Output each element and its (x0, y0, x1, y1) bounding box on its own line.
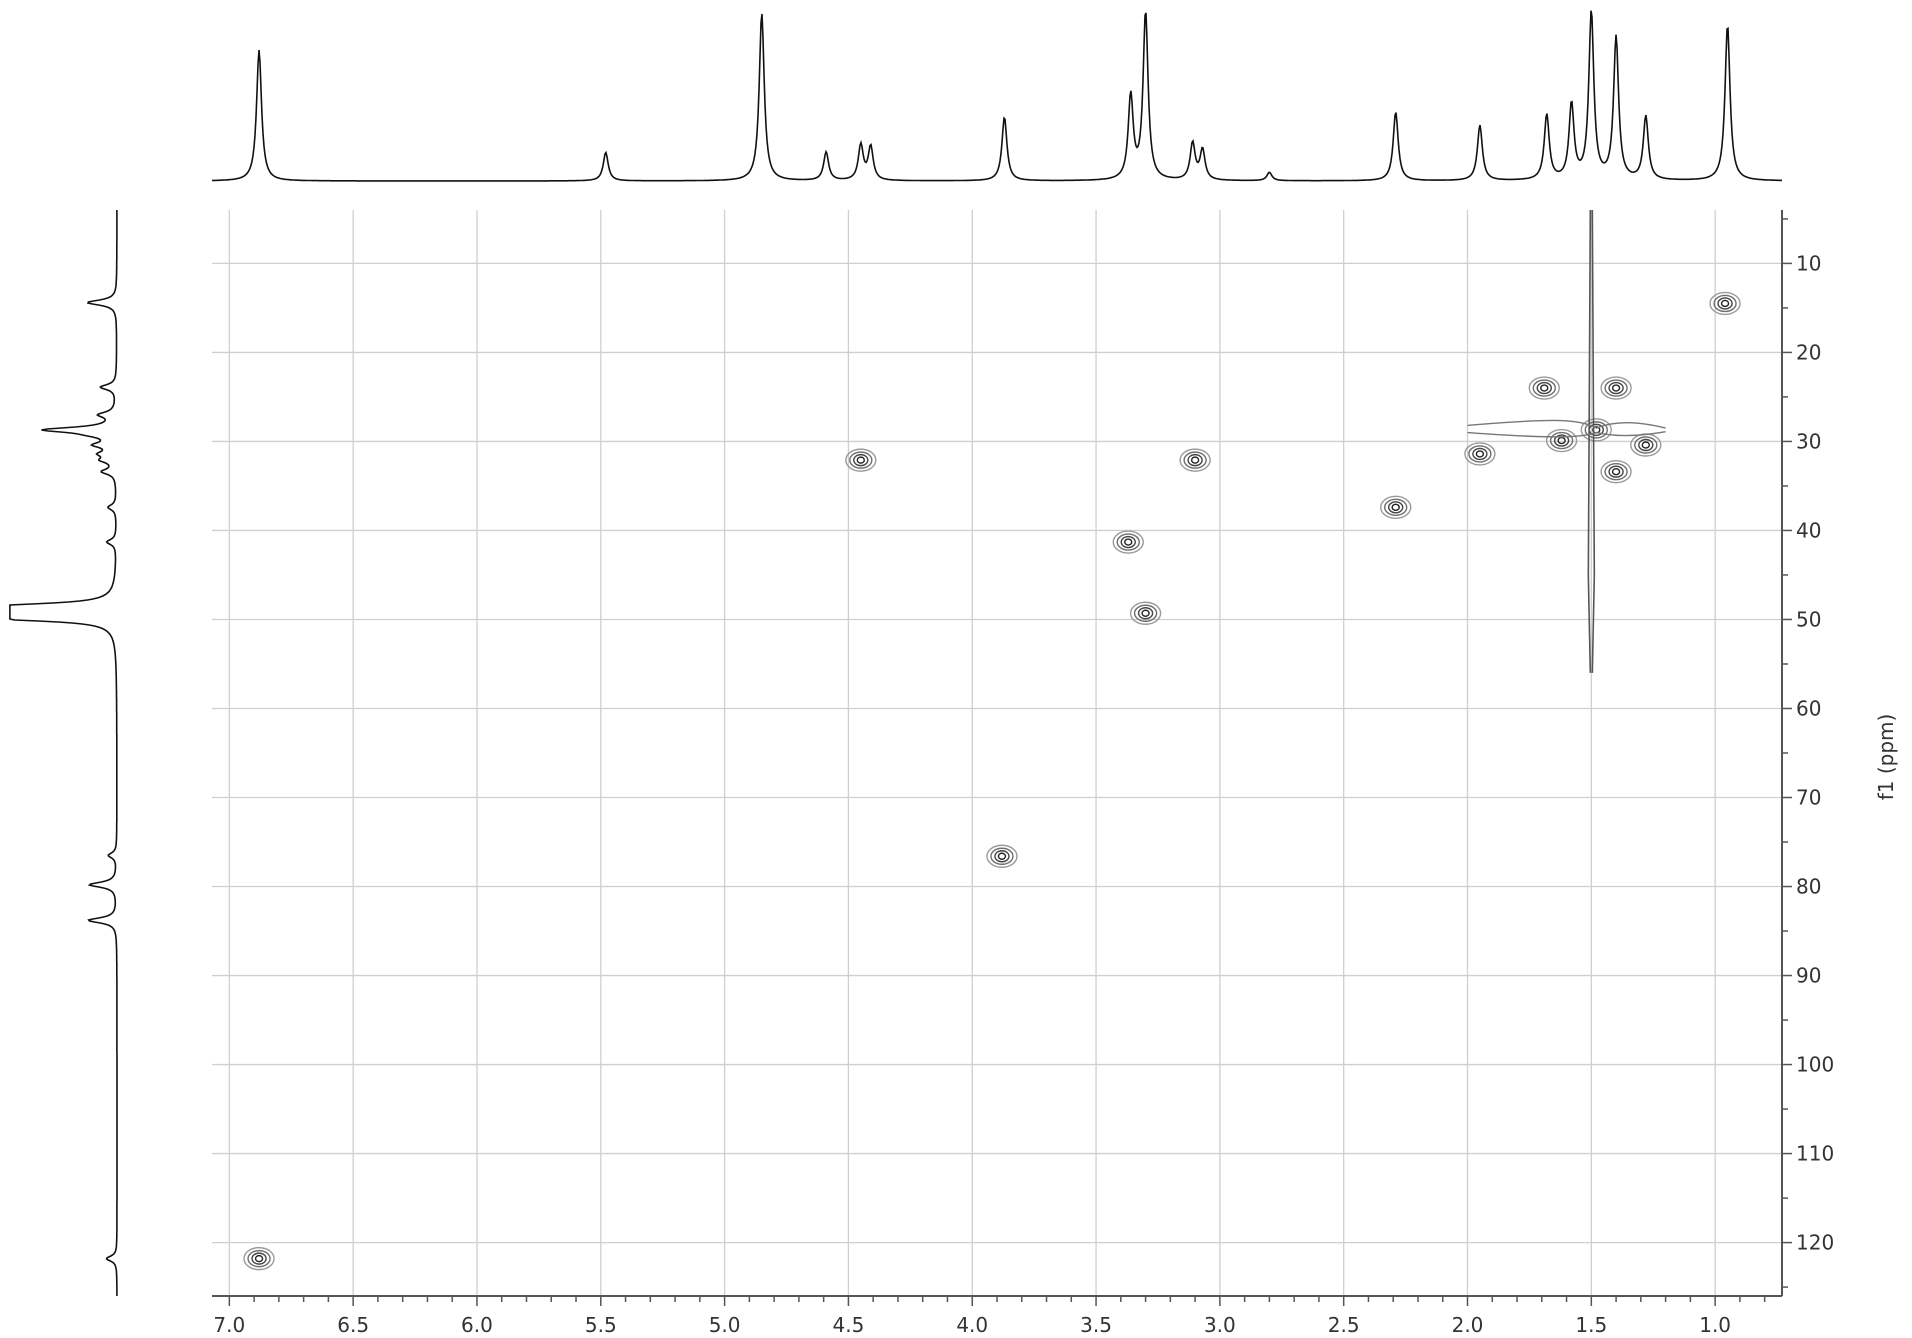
proton-projection-spectrum (211, 10, 1782, 182)
y-axis-title: f1 (ppm) (1874, 714, 1898, 801)
grid-lines (212, 210, 1782, 1296)
x-tick-label: 1.5 (1575, 1313, 1607, 1337)
cross-peak (1379, 495, 1412, 520)
proton-trace (211, 10, 1782, 182)
cross-peak (1528, 376, 1560, 400)
y-axis-ticks: 10 20 30 40 50 60 70 80 90 100 110 120 (1782, 218, 1834, 1288)
y-tick-label: 10 (1796, 251, 1821, 275)
solvent-ridge-vertical (1587, 209, 1596, 673)
y-tick-label: 50 (1796, 607, 1821, 631)
x-tick-label: 3.0 (1204, 1313, 1236, 1337)
carbon-trace (9, 210, 118, 1296)
cross-peak (1580, 418, 1612, 442)
contour-plot-area (212, 209, 1783, 1297)
cross-peak (1709, 291, 1741, 316)
y-tick-label: 110 (1796, 1142, 1834, 1166)
x-tick-label: 1.0 (1699, 1313, 1731, 1337)
x-tick-label: 3.5 (1080, 1313, 1112, 1337)
y-tick-label: 30 (1796, 429, 1821, 453)
x-tick-label: 2.0 (1452, 1313, 1484, 1337)
carbon-projection-spectrum (9, 210, 118, 1296)
cross-peak (1600, 376, 1632, 400)
x-tick-label: 5.5 (585, 1313, 617, 1337)
y-tick-label: 70 (1796, 786, 1821, 810)
x-tick-label: 7.0 (213, 1313, 245, 1337)
x-tick-label: 5.0 (709, 1313, 741, 1337)
cross-peak (1630, 433, 1662, 457)
plot-axes (212, 210, 1783, 1297)
cross-peak (1545, 428, 1578, 453)
y-tick-label: 120 (1796, 1231, 1834, 1255)
x-tick-label: 6.0 (461, 1313, 493, 1337)
x-tick-label: 4.5 (833, 1313, 865, 1337)
x-tick-label: 6.5 (337, 1313, 369, 1337)
x-tick-label: 2.5 (1328, 1313, 1360, 1337)
cross-peak (845, 448, 877, 472)
y-tick-label: 90 (1796, 964, 1821, 988)
cross-peak (1464, 442, 1496, 466)
cross-peak (1112, 530, 1144, 554)
y-tick-label: 100 (1796, 1053, 1834, 1077)
cross-peak (1600, 460, 1632, 484)
cross-peak-contours (243, 209, 1741, 1271)
y-tick-label: 40 (1796, 518, 1821, 542)
y-tick-label: 80 (1796, 875, 1821, 899)
y-tick-label: 60 (1796, 696, 1821, 720)
cross-peak (1179, 448, 1211, 472)
x-tick-label: 4.0 (956, 1313, 988, 1337)
x-axis-ticks: 7.0 6.5 6.0 5.5 5.0 4.5 4.0 3.5 3.0 2.5 2.0 1.5 1.0 (213, 1296, 1766, 1337)
cross-peak (243, 1246, 275, 1271)
cross-peak (986, 844, 1018, 868)
cross-peak (1129, 601, 1162, 625)
y-tick-label: 20 (1796, 340, 1821, 364)
solvent-ridge-horizontal (1467, 419, 1666, 438)
